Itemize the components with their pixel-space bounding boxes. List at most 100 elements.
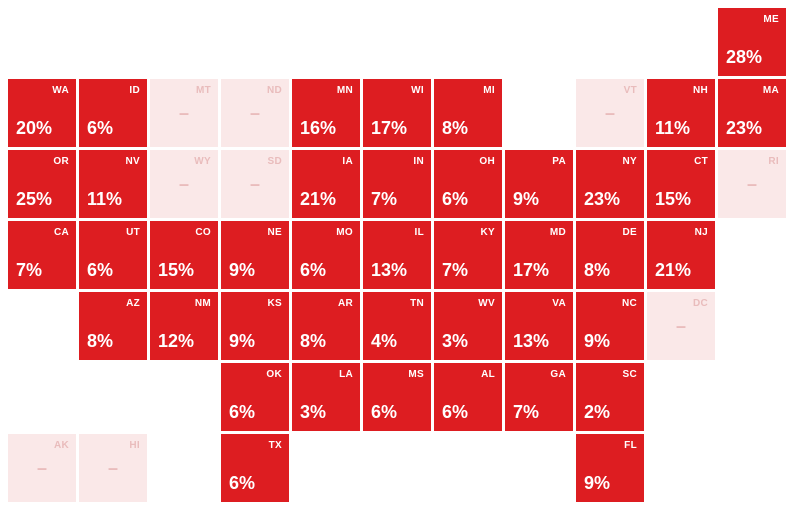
- state-tile-nm: NM 12%: [150, 292, 218, 360]
- state-tile-tx: TX6%: [221, 434, 289, 502]
- state-tile-ma: MA 23%: [718, 79, 786, 147]
- state-value: 13%: [513, 332, 549, 350]
- state-value: 8%: [442, 119, 468, 137]
- state-tile-id: ID6%: [79, 79, 147, 147]
- state-value: 16%: [300, 119, 336, 137]
- state-abbr: IL: [415, 227, 425, 238]
- state-tile-nd: ND–: [221, 79, 289, 147]
- state-tile-sd: SD–: [221, 150, 289, 218]
- state-value: 11%: [87, 190, 122, 208]
- state-tile-la: LA 3%: [292, 363, 360, 431]
- state-value: 20%: [16, 119, 52, 137]
- state-nodata: –: [221, 104, 289, 122]
- state-abbr: KS: [268, 298, 283, 309]
- state-tile-nh: NH11%: [647, 79, 715, 147]
- state-tile-nj: NJ 21%: [647, 221, 715, 289]
- state-abbr: OH: [479, 156, 495, 167]
- state-tile-ut: UT 6%: [79, 221, 147, 289]
- state-value: 9%: [229, 261, 255, 279]
- state-abbr: HI: [129, 440, 140, 451]
- state-abbr: NJ: [695, 227, 708, 238]
- state-tile-fl: FL 9%: [576, 434, 644, 502]
- state-tile-wy: WY –: [150, 150, 218, 218]
- state-abbr: AZ: [126, 298, 140, 309]
- state-value: 6%: [371, 403, 397, 421]
- state-value: 23%: [726, 119, 762, 137]
- state-abbr: VA: [552, 298, 566, 309]
- state-value: 6%: [229, 474, 255, 492]
- state-value: 13%: [371, 261, 407, 279]
- state-abbr: RI: [768, 156, 779, 167]
- state-abbr: CO: [195, 227, 211, 238]
- state-abbr: DC: [693, 298, 708, 309]
- state-abbr: AR: [338, 298, 353, 309]
- state-abbr: DE: [623, 227, 638, 238]
- state-abbr: NV: [126, 156, 141, 167]
- state-abbr: MD: [550, 227, 566, 238]
- state-tile-mo: MO6%: [292, 221, 360, 289]
- state-abbr: PA: [552, 156, 566, 167]
- state-abbr: OR: [53, 156, 69, 167]
- state-abbr: FL: [624, 440, 637, 451]
- state-tile-sc: SC2%: [576, 363, 644, 431]
- state-nodata: –: [150, 175, 218, 193]
- state-value: 7%: [442, 261, 468, 279]
- state-tile-va: VA 13%: [505, 292, 573, 360]
- state-abbr: KY: [481, 227, 496, 238]
- state-value: 28%: [726, 48, 762, 66]
- state-abbr: WV: [478, 298, 495, 309]
- state-value: 9%: [584, 474, 610, 492]
- state-tile-al: AL6%: [434, 363, 502, 431]
- state-tile-ny: NY23%: [576, 150, 644, 218]
- state-abbr: ME: [763, 14, 779, 25]
- state-abbr: UT: [126, 227, 140, 238]
- state-value: 17%: [513, 261, 549, 279]
- state-tile-nv: NV 11%: [79, 150, 147, 218]
- state-tile-ne: NE9%: [221, 221, 289, 289]
- state-tile-oh: OH6%: [434, 150, 502, 218]
- state-tile-mt: MT–: [150, 79, 218, 147]
- state-tile-tn: TN4%: [363, 292, 431, 360]
- state-value: 6%: [87, 261, 113, 279]
- state-tile-nc: NC9%: [576, 292, 644, 360]
- state-value: 17%: [371, 119, 407, 137]
- state-value: 3%: [300, 403, 326, 421]
- state-value: 2%: [584, 403, 610, 421]
- state-tile-ga: GA 7%: [505, 363, 573, 431]
- state-abbr: LA: [339, 369, 353, 380]
- state-abbr: MA: [763, 85, 779, 96]
- state-abbr: MI: [483, 85, 495, 96]
- state-abbr: SD: [268, 156, 283, 167]
- state-value: 7%: [513, 403, 539, 421]
- state-value: 12%: [158, 332, 194, 350]
- state-value: 9%: [229, 332, 255, 350]
- state-value: 21%: [655, 261, 691, 279]
- state-abbr: ID: [129, 85, 140, 96]
- state-value: 6%: [300, 261, 326, 279]
- state-nodata: –: [576, 104, 644, 122]
- state-abbr: WA: [52, 85, 69, 96]
- state-tile-ca: CA7%: [8, 221, 76, 289]
- state-tile-ks: KS 9%: [221, 292, 289, 360]
- state-tile-wv: WV 3%: [434, 292, 502, 360]
- state-tile-ky: KY 7%: [434, 221, 502, 289]
- state-nodata: –: [647, 317, 715, 335]
- state-value: 21%: [300, 190, 336, 208]
- state-value: 8%: [300, 332, 326, 350]
- state-value: 9%: [584, 332, 610, 350]
- state-abbr: WY: [194, 156, 211, 167]
- state-value: 6%: [229, 403, 255, 421]
- state-value: 7%: [371, 190, 397, 208]
- state-tile-co: CO15%: [150, 221, 218, 289]
- state-abbr: AL: [481, 369, 495, 380]
- state-tile-az: AZ8%: [79, 292, 147, 360]
- state-tile-ri: RI–: [718, 150, 786, 218]
- state-value: 25%: [16, 190, 52, 208]
- state-abbr: VT: [624, 85, 637, 96]
- state-abbr: GA: [550, 369, 566, 380]
- state-value: 3%: [442, 332, 468, 350]
- state-value: 15%: [655, 190, 691, 208]
- state-tile-in: IN7%: [363, 150, 431, 218]
- state-abbr: NM: [195, 298, 211, 309]
- state-tile-ak: AK–: [8, 434, 76, 502]
